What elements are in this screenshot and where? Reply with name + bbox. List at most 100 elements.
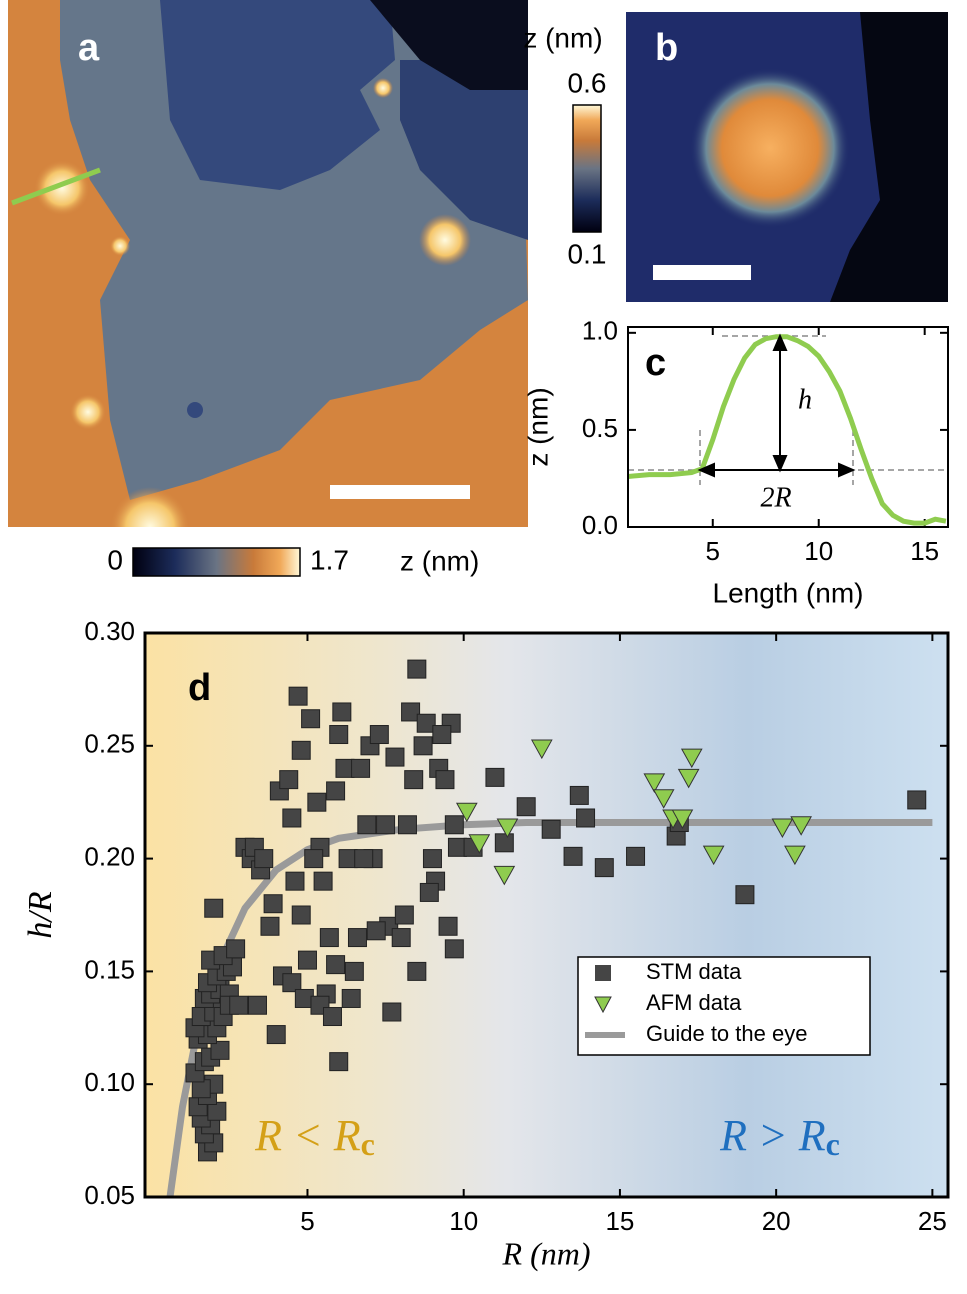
stm-point [594, 858, 614, 878]
stm-point [376, 815, 396, 835]
x-tick-label: 15 [605, 1206, 634, 1236]
stm-point [413, 736, 433, 756]
colorbar [132, 547, 301, 577]
stm-point [422, 849, 442, 869]
stm-point [485, 767, 505, 787]
x-tick-label: 20 [762, 1206, 791, 1236]
x-axis-label: Length (nm) [713, 577, 864, 608]
stm-point [291, 740, 311, 760]
stm-point [516, 797, 536, 817]
stm-image-a [8, 0, 528, 527]
stm-point [407, 659, 427, 679]
afm-point [530, 739, 553, 760]
region-label-sub: c [361, 1126, 375, 1162]
region-label-sub: c [826, 1126, 840, 1162]
y-tick-label: 0.5 [582, 413, 618, 443]
x-tick-label: 15 [910, 536, 939, 566]
stm-point [297, 950, 317, 970]
afm-point [468, 834, 491, 854]
stm-point [266, 1025, 286, 1045]
plot-background [145, 633, 948, 1197]
x-tick-label: 5 [706, 536, 720, 566]
legend-marker [595, 965, 611, 981]
axes-frame [627, 326, 949, 528]
x-tick-label: 5 [300, 1206, 314, 1236]
stm-point [210, 1040, 230, 1060]
y-tick-label: 0.25 [84, 729, 135, 759]
stm-point [326, 955, 346, 975]
stm-point [247, 995, 267, 1015]
arrowhead [772, 333, 788, 351]
colorbar-tick-label: 0.6 [568, 67, 607, 98]
stm-point [735, 885, 755, 905]
stm-point [563, 846, 583, 866]
afm-point [680, 748, 703, 769]
stm-point [344, 961, 364, 981]
legend-box [577, 956, 871, 1056]
stm-point [394, 905, 414, 925]
stm-point [397, 815, 417, 835]
x-tick-label: 25 [918, 1206, 947, 1236]
y-tick-label: 0.0 [582, 510, 618, 540]
stm-point [438, 916, 458, 936]
region-label-text: R > R [719, 1111, 826, 1160]
colorbar-label: z (nm) [523, 22, 602, 53]
colorbar-label: z (nm) [400, 545, 479, 576]
region-label: R > Rc [719, 1111, 840, 1162]
y-axis-label: h/R [22, 891, 59, 938]
stm-point [435, 770, 455, 790]
stm-point [576, 808, 596, 828]
stm-point [626, 846, 646, 866]
stm-point [366, 921, 386, 941]
y-tick-label: 0.05 [84, 1180, 135, 1210]
stm-point [319, 928, 339, 948]
stm-point [282, 973, 302, 993]
afm-point [643, 773, 666, 793]
arrowhead [772, 455, 788, 473]
stm-point [419, 882, 439, 902]
stm-point [304, 849, 324, 869]
afm-point [702, 845, 725, 866]
colorbar [572, 104, 602, 233]
legend-label: AFM data [646, 990, 742, 1015]
stm-point [326, 781, 346, 801]
region-label-text: R < R [254, 1111, 361, 1160]
colorbar-tick-label: 0 [107, 544, 123, 575]
axes-frame [143, 631, 950, 1199]
stm-point [432, 725, 452, 745]
y-tick-label: 0.20 [84, 841, 135, 871]
legend-label: Guide to the eye [646, 1021, 807, 1046]
stm-point [569, 785, 589, 805]
stm-point [332, 702, 352, 722]
profile-line [628, 334, 947, 526]
stm-point [341, 988, 361, 1008]
afm-point [771, 818, 794, 839]
arrows [697, 333, 856, 478]
afm-point [671, 809, 694, 830]
region-label: R < Rc [254, 1111, 375, 1162]
stm-point [254, 849, 274, 869]
stm-point [204, 898, 224, 918]
stm-point [329, 1052, 349, 1072]
stm-point [385, 747, 405, 767]
stm-point [391, 928, 411, 948]
colorbar-tick-label: 0.1 [568, 238, 607, 269]
stm-point [404, 770, 424, 790]
panel-label: c [645, 342, 666, 384]
stm-point [541, 819, 561, 839]
stm-image-b [626, 12, 948, 302]
x-tick-label: 10 [804, 536, 833, 566]
stm-point [357, 815, 377, 835]
panel-label: d [188, 667, 211, 709]
stm-point [322, 1007, 342, 1027]
stm-point [229, 995, 249, 1015]
arrowhead [697, 462, 715, 478]
stm-point [329, 725, 349, 745]
stm-point [354, 849, 374, 869]
arrowhead [838, 462, 856, 478]
stm-point [301, 709, 321, 729]
stm-point [351, 758, 371, 778]
colorbar-tick-label: 1.7 [310, 544, 349, 575]
x-axis-label: R (nm) [502, 1235, 591, 1271]
